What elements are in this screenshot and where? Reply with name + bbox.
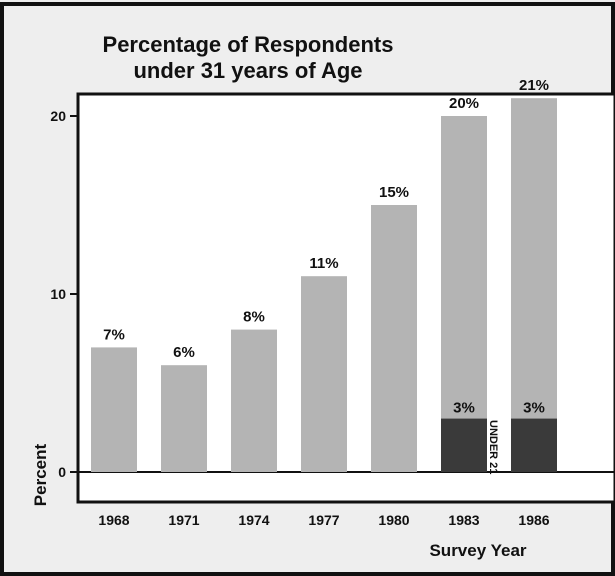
under-21-label-1983: 3%: [453, 400, 475, 417]
bars-layer: [78, 98, 615, 473]
x-axis-title: Survey Year: [429, 541, 526, 560]
bar-1986: [511, 98, 557, 472]
y-tick-label-20: 20: [50, 108, 66, 124]
under-21-bar-1986: [511, 418, 557, 472]
bar-1983: [441, 116, 487, 472]
x-tick-label-1977: 1977: [308, 512, 339, 528]
bar-1977: [301, 276, 347, 472]
x-tick-label-1980: 1980: [378, 512, 409, 528]
value-label-1980: 15%: [379, 184, 409, 201]
under-21-annotation: UNDER 21: [487, 420, 499, 474]
chart-title-line-2: under 31 years of Age: [133, 58, 362, 83]
bar-1980: [371, 205, 417, 472]
x-tick-label-1974: 1974: [238, 512, 269, 528]
value-label-1977: 11%: [309, 255, 338, 272]
chart-title-line-1: Percentage of Respondents: [103, 32, 394, 57]
value-label-1974: 8%: [243, 309, 265, 326]
under-21-bar-1983: [441, 418, 487, 472]
y-axis-title: Percent: [31, 443, 50, 506]
under-21-label-1986: 3%: [523, 400, 545, 417]
y-tick-label-10: 10: [50, 286, 66, 302]
value-labels-layer: 7% 6% 8% 11% 15% 20% 3% 21% 3%: [103, 77, 549, 416]
bar-1971: [161, 365, 207, 472]
x-tick-label-1968: 1968: [98, 512, 129, 528]
y-tick-label-0: 0: [58, 464, 66, 480]
x-tick-label-1971: 1971: [168, 512, 199, 528]
bar-1968: [91, 347, 137, 472]
value-label-1971: 6%: [173, 344, 195, 361]
value-label-1968: 7%: [103, 326, 125, 343]
x-ticks-layer: 1968 1971 1974 1977 1980 1983 1986: [98, 512, 549, 528]
value-label-1983: 20%: [449, 95, 479, 112]
x-tick-label-1986: 1986: [518, 512, 549, 528]
value-label-1986: 21%: [519, 77, 549, 94]
bar-1974: [231, 329, 277, 472]
x-tick-label-1983: 1983: [448, 512, 479, 528]
y-ticks-layer: 0 10 20: [50, 108, 78, 480]
